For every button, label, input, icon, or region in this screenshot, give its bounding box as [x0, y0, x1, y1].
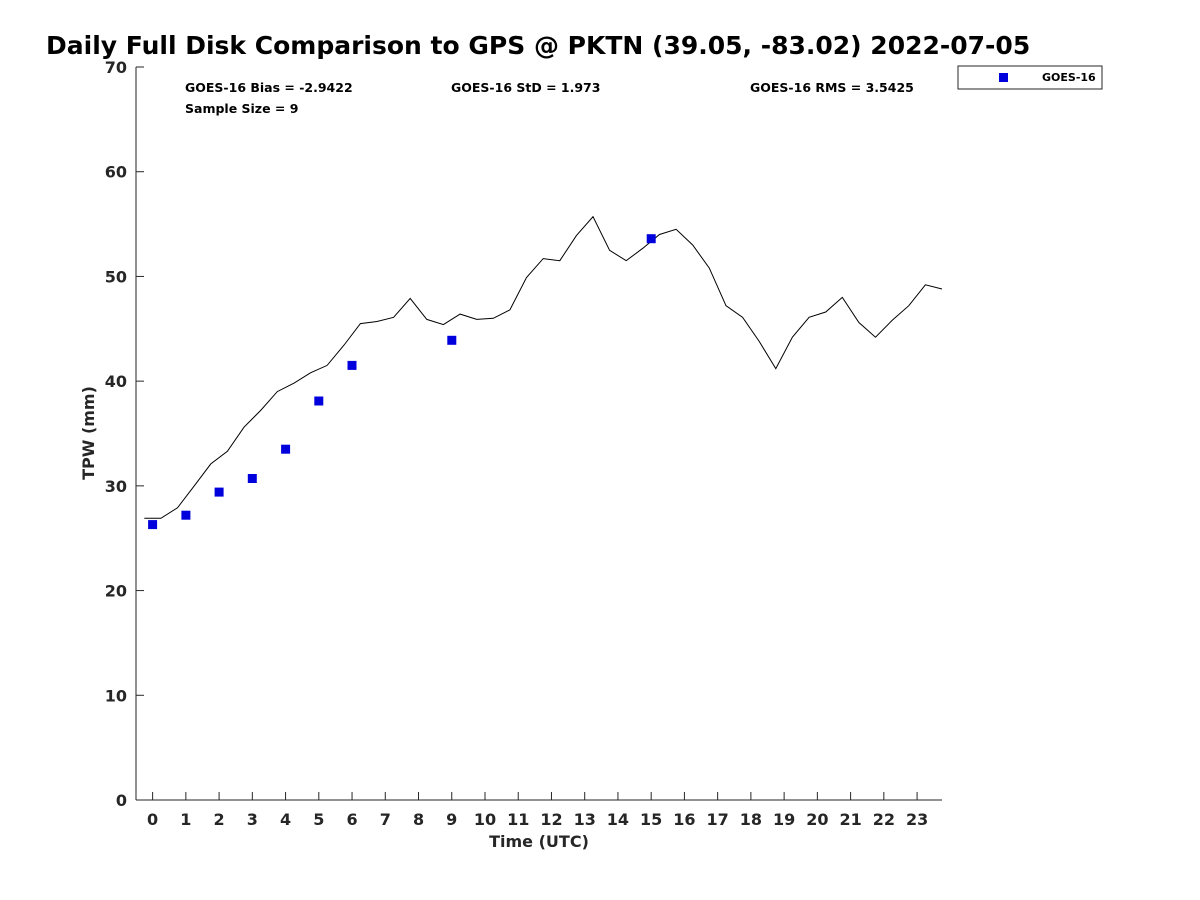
x-tick-label: 0 — [147, 810, 158, 829]
y-ticks: 0 10 20 30 40 50 60 70 — [105, 58, 144, 810]
x-tick-label: 20 — [806, 810, 828, 829]
x-axis-label: Time (UTC) — [489, 832, 589, 851]
x-tick-label: 10 — [474, 810, 496, 829]
y-tick-label: 40 — [105, 372, 127, 391]
x-tick-label: 18 — [740, 810, 762, 829]
y-tick-label: 70 — [105, 58, 127, 77]
x-tick-label: 22 — [873, 810, 895, 829]
goes-16-point — [247, 474, 257, 483]
x-tick-label: 21 — [839, 810, 861, 829]
x-ticks: 0 1 2 3 4 5 6 7 8 9 10 11 12 13 14 15 16 17 18 19 20 21 22 23 — [147, 792, 928, 829]
x-tick-label: 5 — [313, 810, 324, 829]
goes-16-point — [281, 444, 291, 454]
x-tick-label: 3 — [247, 810, 258, 829]
goes-16-point — [148, 520, 158, 530]
x-tick-label: 6 — [346, 810, 357, 829]
x-tick-label: 7 — [380, 810, 391, 829]
y-tick-label: 10 — [105, 686, 127, 705]
y-tick-label: 20 — [105, 582, 127, 601]
goes-points-layer — [148, 234, 656, 530]
y-tick-label: 0 — [116, 791, 127, 810]
plot-area — [135, 67, 942, 801]
legend-label: GOES-16 — [1042, 71, 1096, 84]
y-axis-label: TPW (mm) — [79, 386, 98, 480]
y-tick-label: 50 — [105, 267, 127, 286]
x-tick-label: 9 — [446, 810, 457, 829]
gps-line-layer — [144, 215, 943, 519]
stat-bias: GOES-16 Bias = -2.9422 — [185, 80, 353, 95]
goes-16-point — [314, 396, 324, 406]
legend: GOES-16 — [957, 65, 1103, 90]
x-tick-label: 17 — [707, 810, 729, 829]
x-tick-label: 1 — [180, 810, 191, 829]
gps-series-line — [144, 215, 943, 519]
goes-16-point — [214, 487, 224, 497]
goes-16-point — [181, 510, 191, 520]
legend-box — [957, 65, 1103, 90]
x-tick-label: 4 — [280, 810, 291, 829]
goes-16-point — [646, 234, 656, 244]
x-tick-label: 14 — [607, 810, 629, 829]
stat-std: GOES-16 StD = 1.973 — [451, 80, 600, 95]
x-tick-label: 15 — [640, 810, 662, 829]
x-tick-label: 12 — [540, 810, 562, 829]
x-tick-label: 23 — [906, 810, 928, 829]
y-tick-label: 60 — [105, 163, 127, 182]
goes-16-point — [347, 360, 357, 370]
x-tick-label: 16 — [673, 810, 695, 829]
x-tick-label: 13 — [574, 810, 596, 829]
legend-marker — [999, 73, 1008, 82]
goes-16-point — [447, 335, 457, 345]
stat-rms: GOES-16 RMS = 3.5425 — [750, 80, 914, 95]
x-tick-label: 8 — [413, 810, 424, 829]
chart-title: Daily Full Disk Comparison to GPS @ PKTN… — [46, 31, 1030, 60]
stat-sample-size: Sample Size = 9 — [185, 101, 298, 116]
x-tick-label: 19 — [773, 810, 795, 829]
x-tick-label: 11 — [507, 810, 529, 829]
y-tick-label: 30 — [105, 477, 127, 496]
x-tick-label: 2 — [214, 810, 225, 829]
